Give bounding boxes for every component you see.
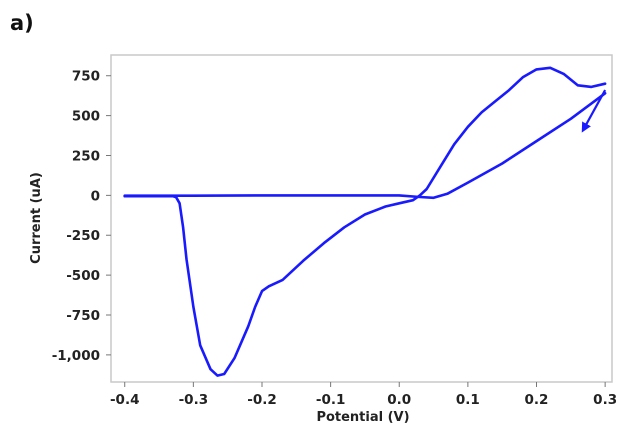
y-tick-label: -750 [66, 308, 100, 324]
x-tick-label: -0.2 [247, 392, 277, 408]
x-axis-label: Potential (V) [316, 410, 409, 425]
y-tick-label: 750 [72, 69, 100, 85]
x-tick-label: -0.4 [110, 392, 140, 408]
scan-direction-arrow [581, 89, 607, 133]
y-tick-label: -1,000 [52, 348, 100, 364]
y-tick-label: -500 [66, 268, 100, 284]
x-tick-label: 0.0 [387, 392, 411, 408]
y-tick-label: 0 [91, 188, 100, 204]
plot-frame [110, 54, 613, 383]
y-axis-label: Current (uA) [29, 172, 44, 264]
annotation-layer [581, 89, 607, 133]
y-tick-label: 250 [72, 148, 100, 164]
x-tick-label: 0.1 [456, 392, 480, 408]
y-tick-label: 500 [72, 109, 100, 125]
x-tick-label: -0.1 [316, 392, 346, 408]
panel-label: a) [10, 11, 34, 35]
x-tick-label: 0.3 [593, 392, 617, 408]
x-tick-label: 0.2 [525, 392, 549, 408]
y-axis: 750 500 250 0 -250 -500 -750 -1,000 [52, 69, 111, 364]
y-tick-label: -250 [66, 228, 100, 244]
x-axis: -0.4 -0.3 -0.2 -0.1 0.0 0.1 0.2 0.3 [110, 382, 617, 408]
series-line-2 [123, 92, 607, 200]
series-layer [123, 66, 607, 377]
x-tick-label: -0.3 [179, 392, 209, 408]
series-line-1 [123, 66, 607, 377]
